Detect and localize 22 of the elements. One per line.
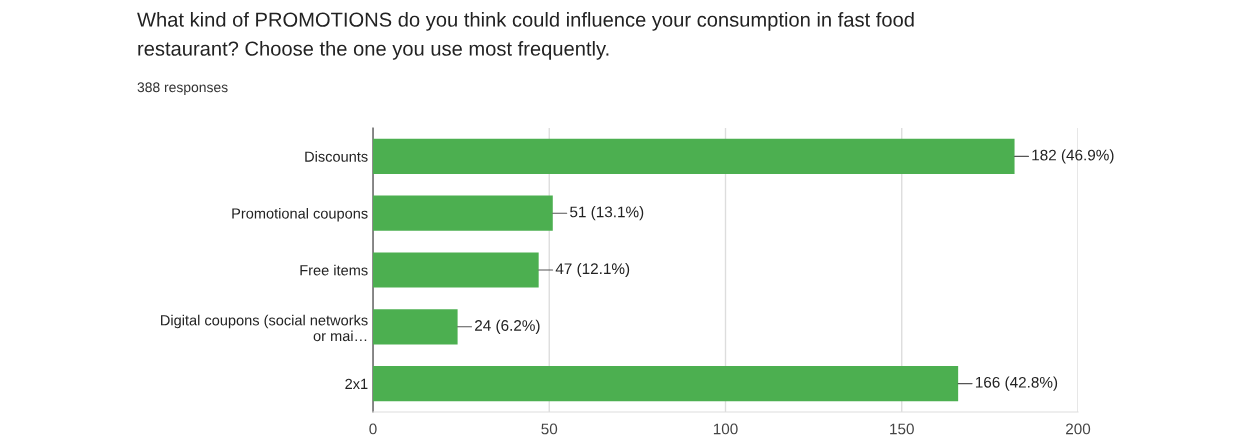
y-tick-label: Free items: [300, 264, 368, 276]
y-tick-label: Digital coupons (social networks or mai…: [161, 314, 368, 342]
data-label: 166 (42.8%): [975, 376, 1058, 391]
bar: [373, 252, 539, 288]
x-tick-label: 200: [1066, 423, 1091, 435]
y-tick-label: Promotional coupons: [232, 207, 368, 222]
x-tick-label: 100: [713, 423, 738, 435]
x-tick-label: 150: [890, 423, 914, 435]
data-label: 51 (13.1%): [570, 206, 644, 221]
data-label: 182 (46.9%): [1032, 149, 1114, 164]
text: 388 responses: [137, 82, 228, 95]
data-label: 47 (12.1%): [555, 262, 630, 278]
x-tick-label: 0: [369, 423, 377, 435]
bar: [373, 309, 458, 345]
bar: [373, 138, 1015, 175]
data-label: 24 (6.2%): [475, 319, 540, 334]
bar: [373, 195, 553, 231]
chart-title: What kind of PROMOTIONS do you think could influence your consumption in fast food restaurant? Choose the one you use most frequently.: [137, 12, 914, 60]
y-tick-label: 2x1: [345, 378, 368, 389]
x-tick-label: 50: [541, 423, 558, 435]
bar: [373, 365, 959, 402]
y-tick-label: Discounts: [305, 151, 368, 162]
